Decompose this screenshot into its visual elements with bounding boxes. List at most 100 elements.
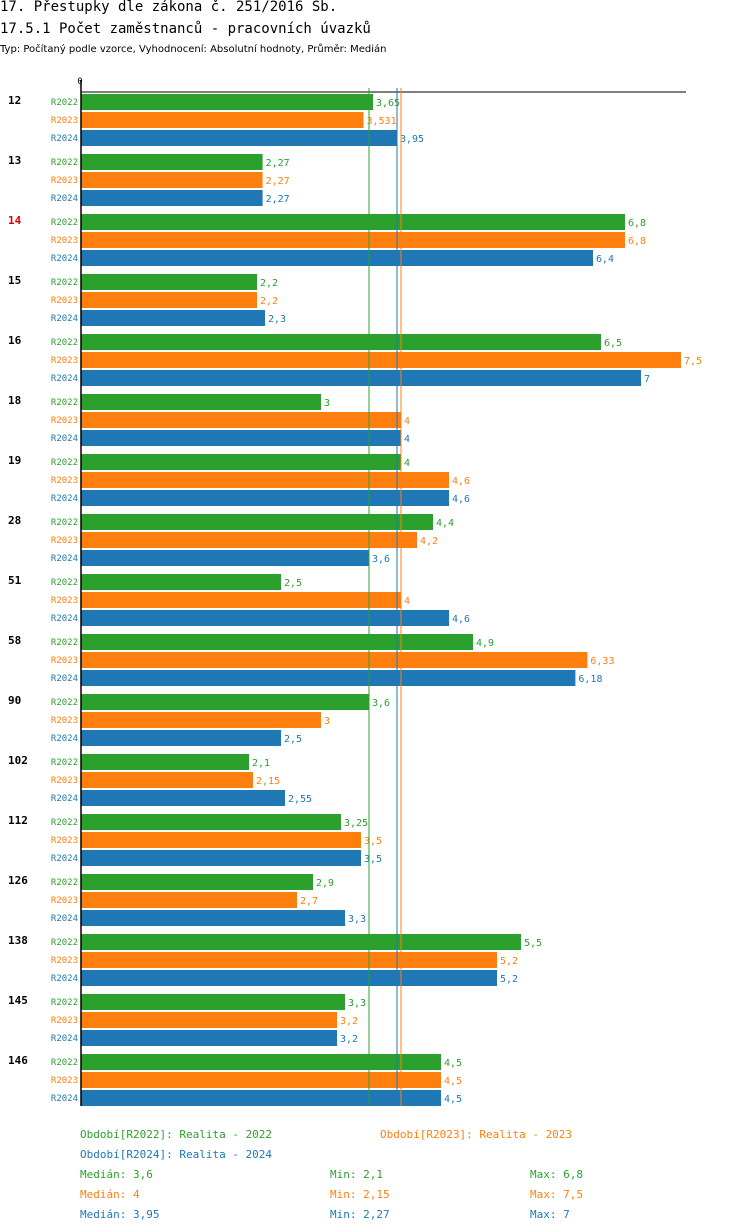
series-label: R2023 bbox=[51, 596, 78, 606]
data-label: 3,531 bbox=[367, 116, 397, 127]
bar-R2023-126 bbox=[81, 892, 297, 908]
bar-R2024-146 bbox=[81, 1090, 441, 1106]
series-label: R2024 bbox=[51, 254, 78, 264]
data-label: 4,5 bbox=[444, 1094, 462, 1105]
stat-r2024-max: Max: 7 bbox=[530, 1208, 570, 1221]
legend-r2023: Období[R2023]: Realita - 2023 bbox=[380, 1128, 573, 1141]
bar-R2022-16 bbox=[81, 334, 601, 350]
series-label: R2022 bbox=[51, 878, 78, 888]
chart-title: 17. Přestupky dle zákona č. 251/2016 Sb. bbox=[0, 0, 338, 15]
bar-R2024-16 bbox=[81, 370, 641, 386]
bar-R2022-146 bbox=[81, 1054, 441, 1070]
stat-r2022-median: Medián: 3,6 bbox=[80, 1168, 153, 1181]
stat-r2023-max: Max: 7,5 bbox=[530, 1188, 583, 1201]
category-label-15: 15 bbox=[8, 274, 21, 287]
data-label: 4 bbox=[404, 416, 410, 427]
bar-R2022-12 bbox=[81, 94, 373, 110]
series-label: R2022 bbox=[51, 1058, 78, 1068]
bar-R2023-138 bbox=[81, 952, 497, 968]
category-label-138: 138 bbox=[8, 934, 28, 947]
data-label: 4,6 bbox=[452, 494, 470, 505]
series-label: R2024 bbox=[51, 1094, 78, 1104]
data-label: 3,2 bbox=[340, 1034, 358, 1045]
series-label: R2022 bbox=[51, 938, 78, 948]
data-label: 5,2 bbox=[500, 974, 518, 985]
data-label: 2,1 bbox=[252, 758, 270, 769]
series-label: R2023 bbox=[51, 896, 78, 906]
data-label: 3,5 bbox=[364, 854, 382, 865]
data-label: 4,5 bbox=[444, 1076, 462, 1087]
bar-R2022-126 bbox=[81, 874, 313, 890]
series-label: R2024 bbox=[51, 914, 78, 924]
data-label: 2,3 bbox=[268, 314, 286, 325]
bar-R2024-112 bbox=[81, 850, 361, 866]
series-label: R2024 bbox=[51, 554, 78, 564]
bar-R2023-102 bbox=[81, 772, 253, 788]
stat-r2024-median: Medián: 3,95 bbox=[80, 1208, 160, 1221]
category-label-146: 146 bbox=[8, 1054, 28, 1067]
stat-r2022-min: Min: 2,1 bbox=[330, 1168, 383, 1181]
series-label: R2022 bbox=[51, 698, 78, 708]
bar-R2023-14 bbox=[81, 232, 625, 248]
series-label: R2023 bbox=[51, 116, 78, 126]
data-label: 4,2 bbox=[420, 536, 438, 547]
series-label: R2022 bbox=[51, 758, 78, 768]
series-label: R2023 bbox=[51, 1016, 78, 1026]
data-label: 2,27 bbox=[266, 158, 290, 169]
series-label: R2024 bbox=[51, 734, 78, 744]
data-label: 6,8 bbox=[628, 218, 646, 229]
series-label: R2023 bbox=[51, 1076, 78, 1086]
data-label: 3,6 bbox=[372, 698, 390, 709]
series-label: R2023 bbox=[51, 656, 78, 666]
category-label-14: 14 bbox=[8, 214, 22, 227]
data-label: 3,65 bbox=[376, 98, 400, 109]
series-label: R2022 bbox=[51, 338, 78, 348]
category-label-102: 102 bbox=[8, 754, 28, 767]
bar-R2022-102 bbox=[81, 754, 249, 770]
series-label: R2024 bbox=[51, 374, 78, 384]
stat-r2023-min: Min: 2,15 bbox=[330, 1188, 390, 1201]
data-label: 3,5 bbox=[364, 836, 382, 847]
data-label: 4 bbox=[404, 458, 410, 469]
series-label: R2023 bbox=[51, 716, 78, 726]
series-label: R2024 bbox=[51, 134, 78, 144]
data-label: 2,27 bbox=[266, 176, 290, 187]
category-label-28: 28 bbox=[8, 514, 21, 527]
legend-r2022: Období[R2022]: Realita - 2022 bbox=[80, 1128, 273, 1141]
series-label: R2022 bbox=[51, 638, 78, 648]
data-label: 3 bbox=[324, 716, 330, 727]
bar-R2024-145 bbox=[81, 1030, 337, 1046]
category-label-13: 13 bbox=[8, 154, 21, 167]
bar-R2022-14 bbox=[81, 214, 625, 230]
data-label: 2,55 bbox=[288, 794, 312, 805]
series-label: R2024 bbox=[51, 1034, 78, 1044]
bar-R2022-28 bbox=[81, 514, 433, 530]
data-label: 7,5 bbox=[684, 356, 702, 367]
data-label: 7 bbox=[644, 374, 650, 385]
chart-type-info: Typ: Počítaný podle vzorce, Vyhodnocení:… bbox=[0, 44, 387, 55]
stat-r2024-min: Min: 2,27 bbox=[330, 1208, 390, 1221]
bar-R2023-13 bbox=[81, 172, 263, 188]
bar-R2024-15 bbox=[81, 310, 265, 326]
bar-R2022-138 bbox=[81, 934, 521, 950]
category-label-145: 145 bbox=[8, 994, 28, 1007]
data-label: 2,2 bbox=[260, 296, 278, 307]
data-label: 4,9 bbox=[476, 638, 494, 649]
bar-R2022-15 bbox=[81, 274, 257, 290]
bar-R2023-15 bbox=[81, 292, 257, 308]
data-label: 2,27 bbox=[266, 194, 290, 205]
bar-R2023-19 bbox=[81, 472, 449, 488]
series-label: R2024 bbox=[51, 974, 78, 984]
chart-subtitle: 17.5.1 Počet zaměstnanců - pracovních úv… bbox=[0, 21, 371, 37]
category-label-51: 51 bbox=[8, 574, 22, 587]
data-label: 3,6 bbox=[372, 554, 390, 565]
series-label: R2023 bbox=[51, 956, 78, 966]
category-label-90: 90 bbox=[8, 694, 21, 707]
bar-R2024-138 bbox=[81, 970, 497, 986]
category-label-12: 12 bbox=[8, 94, 21, 107]
bar-R2024-28 bbox=[81, 550, 369, 566]
data-label: 2,5 bbox=[284, 734, 302, 745]
series-label: R2023 bbox=[51, 236, 78, 246]
bar-R2024-58 bbox=[81, 670, 576, 686]
bar-R2022-51 bbox=[81, 574, 281, 590]
